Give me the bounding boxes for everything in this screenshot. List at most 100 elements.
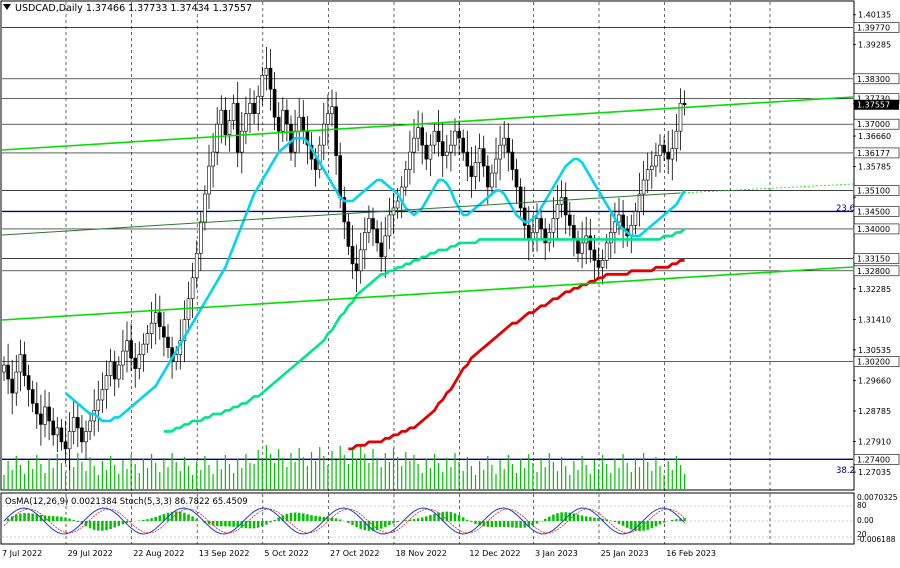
candle-body [375, 228, 379, 244]
candle-body [326, 113, 330, 125]
candle-body [194, 253, 199, 279]
candle-body [129, 340, 133, 359]
date-label: 22 Aug 2022 [133, 549, 184, 558]
candle-body [498, 144, 502, 160]
candle-body [26, 375, 31, 390]
candle-body [592, 249, 597, 261]
candle-body [350, 246, 355, 265]
candle-body [674, 130, 679, 149]
symbol-title: USDCAD,Daily 1.37466 1.37733 1.37434 1.3… [15, 3, 252, 14]
candle-body [633, 211, 638, 226]
candle-body [30, 389, 35, 404]
candle-body [649, 165, 654, 170]
candle-body [145, 333, 150, 345]
candle-body [637, 193, 642, 212]
date-label: 13 Sep 2022 [199, 549, 250, 558]
candle-body [362, 232, 367, 251]
candle-body [39, 413, 43, 425]
candle-body [153, 312, 158, 324]
candle-body [182, 319, 187, 341]
candle-body [96, 399, 101, 411]
level-label: 1.37730 [857, 95, 890, 104]
price-tick-label: 1.36660 [858, 132, 891, 141]
candle-body [481, 148, 486, 167]
candle-body [358, 249, 363, 272]
channel-lower-line [1, 266, 854, 321]
date-label: 18 Nov 2022 [396, 549, 447, 558]
osc-axis-label: 20 [857, 530, 867, 539]
candle-body [506, 137, 511, 153]
date-label: 29 Jul 2022 [68, 549, 113, 558]
candle-body [432, 130, 437, 146]
collapse-triangle-icon[interactable] [3, 4, 11, 10]
candle-body [580, 242, 584, 254]
candle-body [158, 312, 162, 327]
candle-body [576, 239, 580, 254]
candle-body [317, 144, 322, 170]
candle-body [510, 151, 515, 170]
candle-body [444, 151, 449, 156]
date-label: 5 Oct 2022 [264, 549, 308, 558]
candle-body [235, 102, 240, 153]
candle-body [645, 169, 650, 181]
candle-body [440, 141, 445, 156]
level-label-box [853, 147, 900, 159]
candle-body [76, 417, 80, 429]
candle-body [678, 102, 683, 132]
candle-body [596, 260, 601, 268]
date-label: 27 Oct 2022 [330, 549, 379, 558]
current-price-box [854, 99, 899, 110]
candle-body [547, 232, 552, 244]
level-label: 1.38300 [857, 75, 890, 84]
candle-body [248, 102, 252, 115]
level-label: 1.27400 [857, 455, 890, 464]
candle-body [133, 357, 137, 369]
level-label: 1.37000 [857, 120, 890, 129]
candle-body [473, 162, 478, 177]
candle-body [125, 340, 129, 352]
candle-body [613, 221, 617, 233]
candle-body [43, 406, 47, 425]
candle-body [264, 68, 269, 76]
level-label-box [853, 223, 900, 235]
candle-body [211, 151, 215, 167]
level-label-box [853, 118, 900, 130]
moving-averages [64, 136, 686, 451]
candle-body [84, 431, 88, 443]
price-tick-label: 1.39285 [858, 40, 891, 49]
candle-body [330, 106, 334, 115]
candle-body [256, 95, 261, 115]
candle-body [207, 165, 211, 195]
candle-body [543, 228, 548, 244]
header: USDCAD,Daily 1.37466 1.37733 1.37434 1.3… [3, 3, 252, 14]
candle-body [658, 144, 662, 156]
candle-body [502, 137, 507, 146]
candle-body [469, 165, 474, 177]
candle-body [117, 364, 121, 380]
candle-body [162, 326, 166, 338]
candle-body [51, 420, 56, 436]
ema-mid-line [163, 227, 686, 433]
candle-body [428, 144, 433, 160]
indicator-panel-frame [0, 492, 855, 545]
candle-body [321, 123, 326, 146]
candle-body [244, 113, 248, 132]
level-label-box [853, 265, 900, 277]
candle-body [14, 371, 19, 394]
candle-body [272, 88, 277, 118]
candle-body [436, 130, 441, 142]
candle-body [2, 364, 6, 373]
candle-body [379, 242, 384, 258]
fib-label-23-6: 23.6 [836, 204, 855, 214]
price-tick-label: 1.40135 [858, 11, 891, 20]
candle-body [522, 207, 527, 226]
candle-body [617, 214, 621, 223]
date-label: 3 Jan 2023 [535, 549, 578, 558]
candle-body [453, 130, 457, 146]
candle-body [555, 204, 560, 219]
candle-body [600, 260, 605, 268]
level-label: 1.30200 [857, 358, 890, 367]
